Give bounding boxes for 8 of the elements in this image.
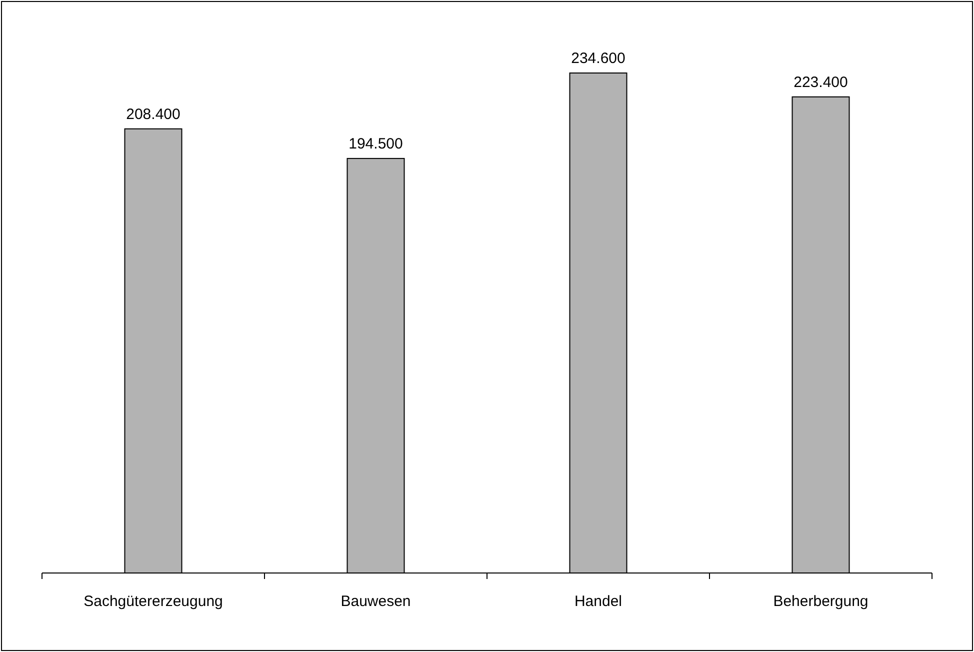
data-label: 208.400 (126, 106, 180, 123)
x-tick-label: Beherbergung (773, 593, 868, 610)
x-tick-label: Bauwesen (340, 593, 411, 610)
data-label: 234.600 (571, 50, 626, 67)
x-tick-label: Handel (574, 593, 622, 610)
data-label: 223.400 (794, 74, 848, 91)
data-label: 194.500 (348, 135, 403, 152)
x-tick-label: Sachgütererzeugung (84, 593, 223, 610)
